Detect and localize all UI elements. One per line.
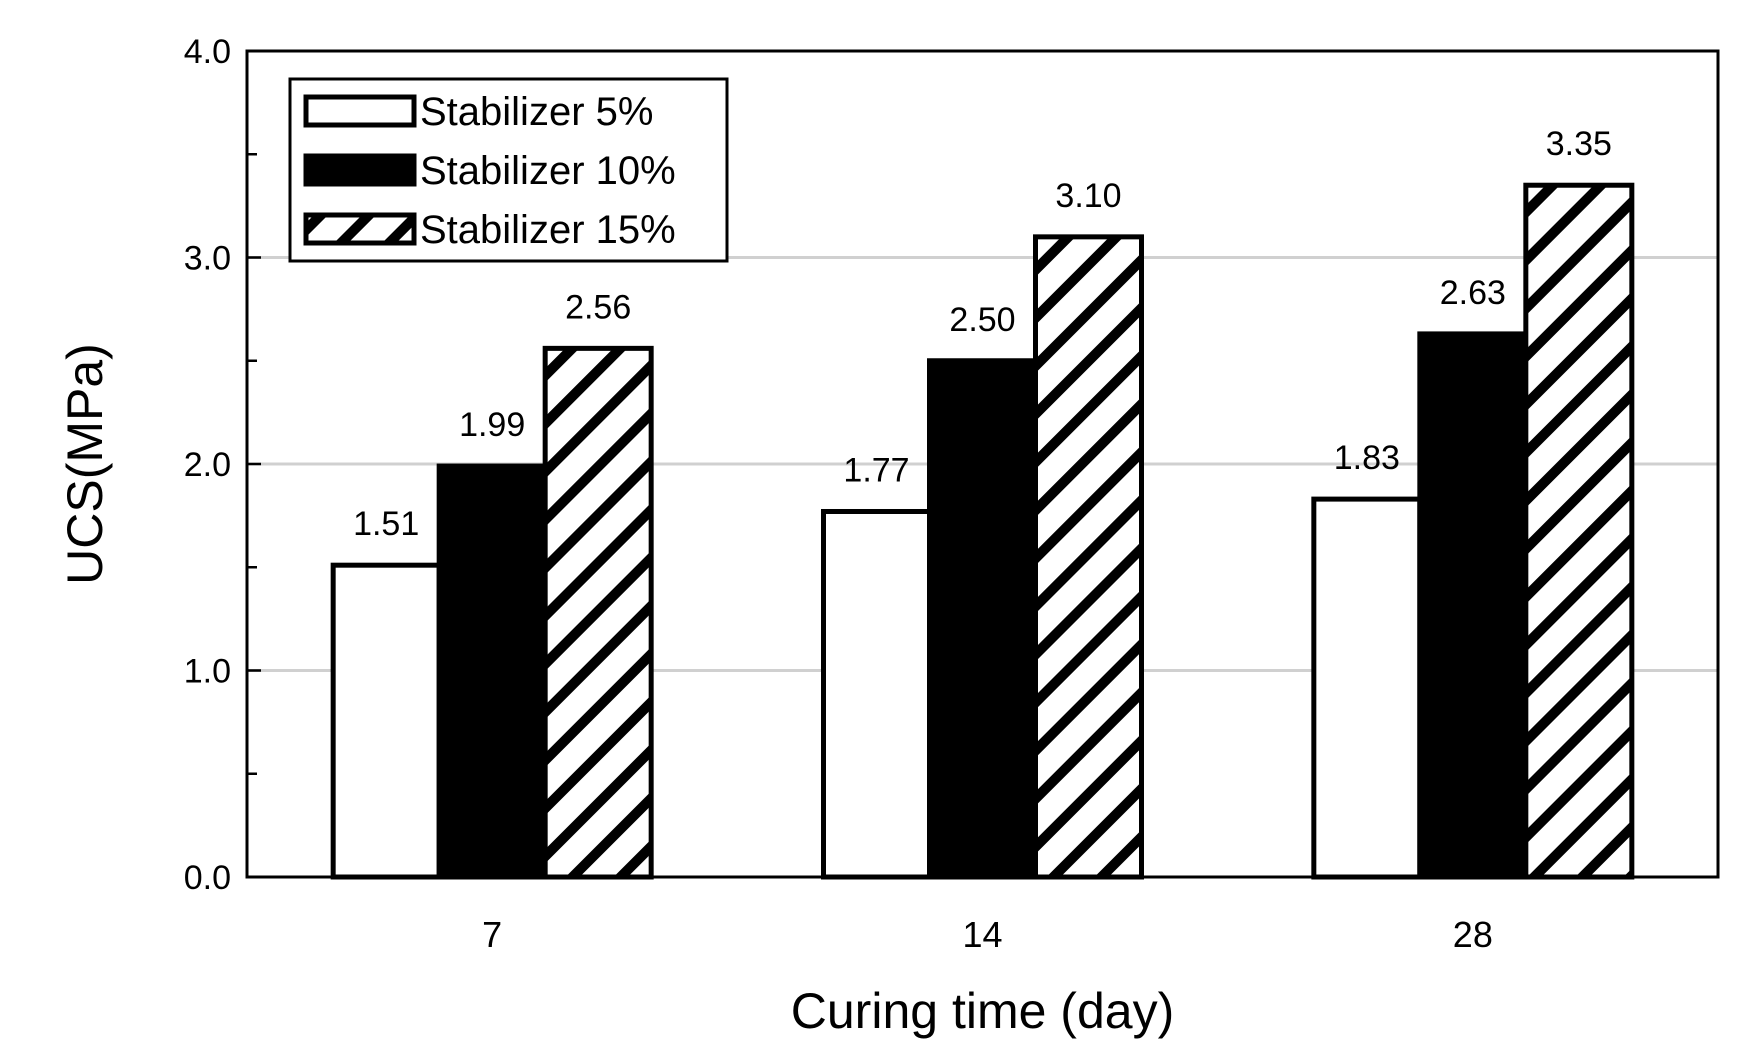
x-tick-label: 7 [482,914,502,955]
data-label: 2.56 [565,288,631,326]
y-tick-label: 2.0 [184,446,231,484]
data-label: 2.63 [1440,274,1506,312]
bar-stabilizer-5--day-7 [330,562,442,880]
axis-ticks: 0.0 1.0 2.0 3.0 4.0 7 14 28 [184,33,1493,955]
data-label: 3.10 [1055,177,1121,215]
legend-label: Stabilizer 5% [420,90,653,134]
y-tick-label: 4.0 [184,33,231,71]
data-label: 3.35 [1546,125,1612,163]
legend: Stabilizer 5% Stabilizer 10% Stabilizer 15… [288,77,729,263]
y-axis-title: UCS(MPa) [57,343,113,585]
bar-stabilizer-15--day-14 [1033,234,1144,880]
bar-stabilizer-15--day-7 [542,345,654,880]
data-label: 1.83 [1334,439,1400,477]
data-label: 1.51 [353,505,419,543]
data-label: 2.50 [949,301,1015,339]
x-tick-label: 14 [962,914,1002,955]
y-tick-label: 0.0 [184,859,231,897]
bar-stabilizer-10--day-7 [436,463,548,880]
data-labels: 1.51 1.99 2.56 1.77 2.50 3.10 1.83 2.63 3.35 [353,125,1612,543]
legend-label: Stabilizer 15% [420,208,676,252]
y-tick-label: 1.0 [184,653,231,691]
bar-stabilizer-10--day-28 [1417,331,1529,880]
bar-stabilizer-5--day-28 [1311,496,1423,880]
bar-stabilizer-15--day-28 [1523,182,1635,880]
legend-swatch [303,94,417,128]
x-tick-label: 28 [1453,914,1493,955]
legend-swatch [303,212,417,246]
legend-label: Stabilizer 10% [420,149,676,193]
bar-stabilizer-10--day-14 [927,358,1038,880]
data-label: 1.77 [843,451,909,489]
bars [330,182,1635,880]
bar-stabilizer-5--day-14 [821,508,932,880]
data-label: 1.99 [459,406,525,444]
x-axis-title: Curing time (day) [791,983,1174,1039]
y-tick-label: 3.0 [184,240,231,278]
legend-swatch [303,153,417,187]
